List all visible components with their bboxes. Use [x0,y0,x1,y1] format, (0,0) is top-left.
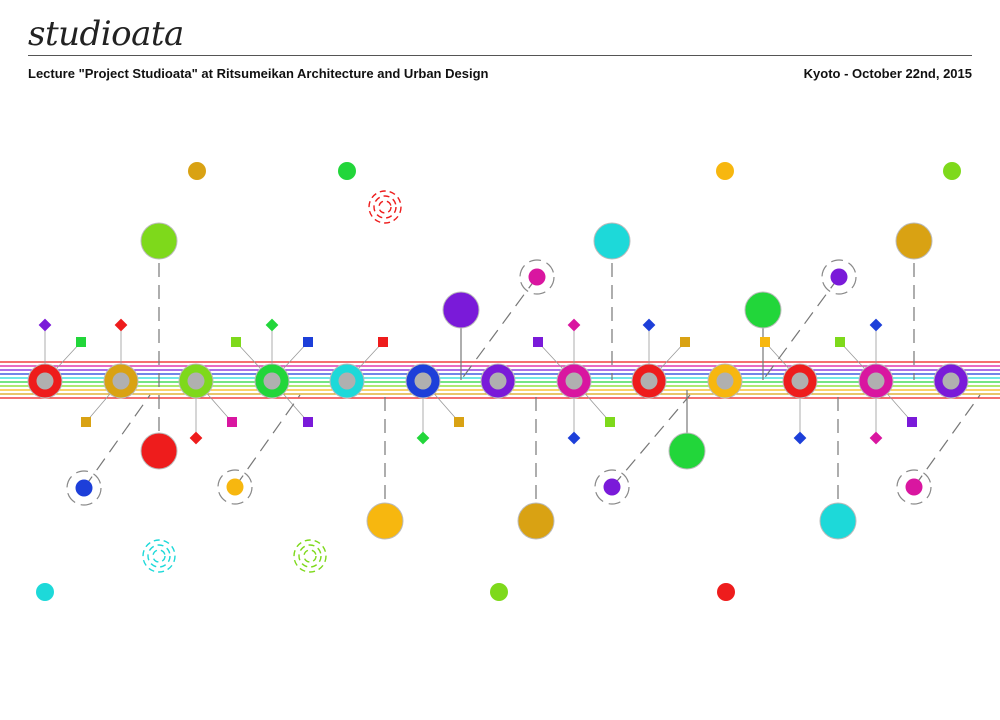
square-marker [303,417,313,427]
square-marker [907,417,917,427]
diagonal-dash-line [234,394,301,488]
target-dot [528,268,546,286]
floating-dot [717,583,735,601]
big-circle [593,222,631,260]
floating-dot [338,162,356,180]
station-core [36,372,54,390]
lecture-title: Lecture "Project Studioata" at Ritsumeik… [28,66,489,81]
big-circle [366,502,404,540]
signal-arc [368,190,402,224]
signal-arc [147,544,171,568]
station-core [414,372,432,390]
diagonal-dash-line [913,394,981,488]
diagonal-dash-line [611,394,691,488]
diamond-marker [869,318,883,332]
big-circle [819,502,857,540]
station-core [942,372,960,390]
diamond-marker [567,318,581,332]
square-marker [303,337,313,347]
header-rule [28,55,972,56]
target-dot [603,478,621,496]
halo-ring [217,469,253,505]
halo-ring [594,469,630,505]
diamond-marker [567,431,581,445]
halo-ring [66,470,102,506]
nodes [27,162,969,601]
square-marker [533,337,543,347]
diamond-marker [189,431,203,445]
big-circle [442,291,480,329]
signal-arc [142,539,176,573]
square-marker [81,417,91,427]
diamond-marker [38,318,52,332]
station-core [112,372,130,390]
halo-ring [821,259,857,295]
station-core [791,372,809,390]
square-marker [231,337,241,347]
station-core [338,372,356,390]
station-core [489,372,507,390]
square-marker [76,337,86,347]
target-dot [75,479,93,497]
floating-dot [716,162,734,180]
big-circle [895,222,933,260]
floating-dot [188,162,206,180]
square-marker [227,417,237,427]
floating-dot [943,162,961,180]
floating-dot [36,583,54,601]
big-circle [140,432,178,470]
big-circle [668,432,706,470]
halo-ring [519,259,555,295]
station-core [716,372,734,390]
big-circle [140,222,178,260]
target-dot [905,478,923,496]
square-marker [835,337,845,347]
diamond-marker [114,318,128,332]
square-marker [680,337,690,347]
station-core [640,372,658,390]
diagonal-dash-line [83,394,151,489]
signal-arc [378,200,392,214]
diamond-marker [793,431,807,445]
square-marker [605,417,615,427]
target-dot [226,478,244,496]
big-circle [517,502,555,540]
diamond-marker [265,318,279,332]
big-circle [744,291,782,329]
place-date: Kyoto - October 22nd, 2015 [803,66,972,81]
diamond-marker [869,431,883,445]
halo-ring [896,469,932,505]
signal-arc [152,549,166,563]
signal-arc [373,195,397,219]
square-marker [378,337,388,347]
studioata-logo: studioata [28,14,184,54]
diamond-marker [416,431,430,445]
station-core [565,372,583,390]
floating-dot [490,583,508,601]
station-core [867,372,885,390]
signal-arc [293,539,327,573]
target-dot [830,268,848,286]
square-marker [454,417,464,427]
signal-arc [303,549,317,563]
station-core [187,372,205,390]
square-marker [760,337,770,347]
signal-arc [298,544,322,568]
station-core [263,372,281,390]
diamond-marker [642,318,656,332]
